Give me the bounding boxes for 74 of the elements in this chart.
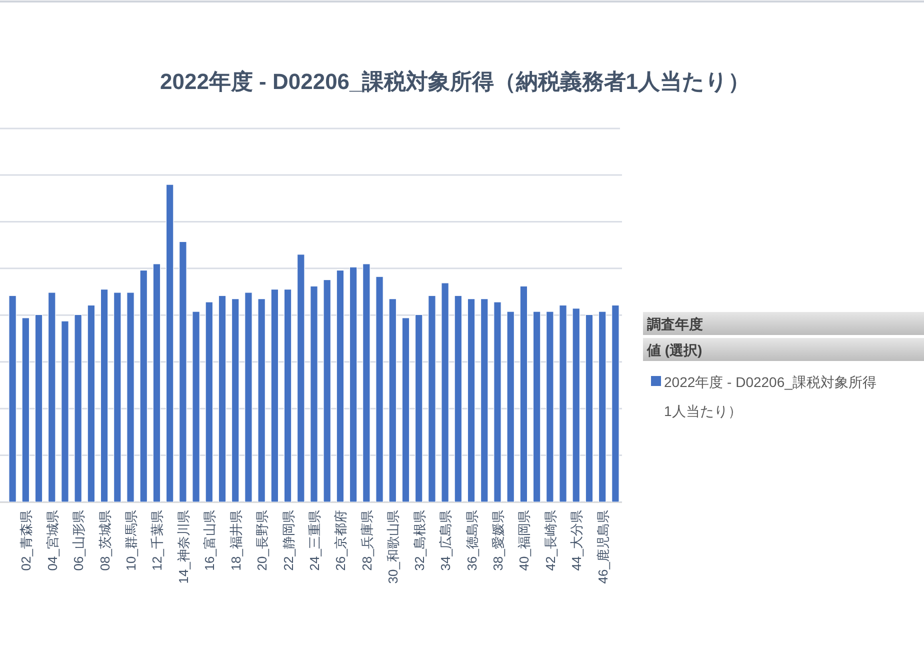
bar <box>336 270 344 502</box>
bar <box>126 292 134 502</box>
x-tick-label: 12_千葉県 <box>150 510 165 571</box>
bar <box>585 314 594 502</box>
x-tick-label: 36_徳島県 <box>464 510 480 571</box>
bar <box>414 314 423 502</box>
bar <box>258 298 266 502</box>
x-tick-label: 18_福井県 <box>228 510 244 571</box>
bar <box>87 304 96 502</box>
bar <box>296 254 305 502</box>
bar <box>520 286 528 502</box>
bar <box>205 302 214 502</box>
x-tick-label: 30_和歌山県 <box>386 510 401 584</box>
bar <box>218 295 226 502</box>
x-tick-label: 22_静岡県 <box>280 510 296 571</box>
x-tick-label: 24_三重県 <box>307 510 322 571</box>
bar <box>480 298 488 502</box>
x-tick-label: 16_富山県 <box>202 510 218 571</box>
bar <box>100 288 108 502</box>
x-tick-label: 38_愛媛県 <box>490 510 506 571</box>
bar <box>74 314 82 502</box>
bar <box>192 311 200 502</box>
x-tick-label: 14_神奈川県 <box>176 510 191 584</box>
bar <box>152 264 161 502</box>
bar <box>61 320 69 502</box>
bar <box>114 292 122 502</box>
x-tick-label: 42_長崎県 <box>542 510 558 571</box>
bar <box>388 298 397 502</box>
text: 値 (選択) <box>646 342 702 358</box>
x-tick-label: 28_兵庫県 <box>359 510 374 571</box>
bar <box>34 314 43 502</box>
x-tick-label: 06_山形県 <box>71 510 86 571</box>
x-tick-label: 32_島根県 <box>412 510 427 571</box>
x-tick-label: 44_大分県 <box>569 510 584 571</box>
bar <box>612 304 620 502</box>
bar <box>310 286 318 502</box>
bar <box>22 318 30 502</box>
bar <box>376 276 384 502</box>
bar <box>362 264 370 502</box>
bar <box>532 311 541 502</box>
x-tick-label: 04_宮城県 <box>44 510 60 571</box>
bar <box>270 288 279 502</box>
x-tick-label: 10_群馬県 <box>124 510 139 571</box>
x-tick-label: 08_茨城県 <box>97 510 112 571</box>
bar <box>349 266 358 502</box>
bar <box>546 311 554 502</box>
bar <box>506 311 514 502</box>
text: 調査年度 <box>647 316 703 332</box>
bar <box>140 270 148 502</box>
x-tick-label: 34_広島県 <box>438 510 454 571</box>
x-tick-label: 40_福岡県 <box>516 510 532 571</box>
bar <box>231 298 240 502</box>
x-tick-label: 26_京都府 <box>333 510 348 571</box>
bar <box>8 295 16 502</box>
bar <box>494 302 502 502</box>
x-tick-label: 02_青森県 <box>18 510 34 571</box>
bar <box>402 318 410 502</box>
bar <box>598 311 606 502</box>
bar <box>179 241 187 502</box>
bar <box>572 308 580 502</box>
legend-label: 2022年度 - D02206_課税対象所得 1人当たり） <box>664 374 876 419</box>
bar <box>166 184 174 502</box>
bar <box>284 288 292 502</box>
chart-title: 2022年度 - D02206_課税対象所得（納税義務者1人当たり） <box>160 69 750 94</box>
bar <box>441 282 449 502</box>
bar <box>428 295 436 502</box>
x-tick-label: 46_鹿児島県 <box>595 510 610 584</box>
bar <box>559 304 567 502</box>
bar <box>48 292 56 502</box>
bar <box>467 298 476 502</box>
bar <box>323 279 332 502</box>
bar <box>454 295 462 502</box>
x-tick-label: 20_長野県 <box>254 510 270 571</box>
bar <box>244 292 252 502</box>
